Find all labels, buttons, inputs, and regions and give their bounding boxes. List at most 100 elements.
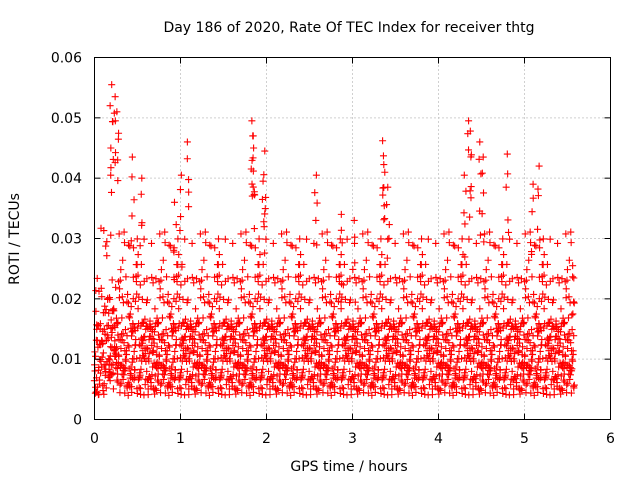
data-point bbox=[265, 345, 273, 353]
data-point bbox=[154, 331, 162, 339]
data-point bbox=[476, 138, 484, 146]
data-point bbox=[261, 205, 269, 213]
data-point bbox=[284, 273, 292, 281]
data-point bbox=[152, 386, 160, 394]
data-point bbox=[490, 391, 498, 399]
data-point bbox=[530, 290, 538, 298]
data-point bbox=[185, 203, 193, 211]
data-point bbox=[123, 298, 131, 306]
data-point bbox=[249, 303, 257, 311]
data-point bbox=[123, 347, 131, 355]
data-point bbox=[528, 250, 536, 258]
data-point bbox=[218, 281, 226, 289]
data-point bbox=[249, 167, 257, 175]
data-point bbox=[480, 238, 488, 246]
data-point bbox=[255, 355, 263, 363]
data-point bbox=[515, 346, 523, 354]
data-point bbox=[422, 260, 430, 268]
data-point bbox=[487, 326, 495, 334]
data-point bbox=[107, 144, 115, 152]
data-point bbox=[136, 371, 144, 379]
data-point bbox=[313, 339, 321, 347]
data-point bbox=[542, 371, 550, 379]
data-point bbox=[449, 241, 457, 249]
data-point bbox=[201, 228, 209, 236]
data-point bbox=[91, 389, 99, 397]
data-point bbox=[385, 234, 393, 242]
data-point bbox=[451, 310, 459, 318]
data-point bbox=[509, 296, 517, 304]
data-point bbox=[115, 278, 123, 286]
data-point bbox=[316, 343, 324, 351]
data-point bbox=[100, 390, 108, 398]
data-point bbox=[283, 228, 291, 236]
data-point bbox=[225, 345, 233, 353]
data-point bbox=[525, 256, 533, 264]
data-point bbox=[261, 210, 269, 218]
data-point bbox=[202, 239, 210, 247]
data-point bbox=[176, 186, 184, 194]
data-point bbox=[371, 388, 379, 396]
data-point bbox=[278, 230, 286, 238]
data-point bbox=[177, 281, 185, 289]
data-point bbox=[229, 371, 237, 379]
data-point bbox=[107, 171, 115, 179]
data-point bbox=[509, 345, 517, 353]
data-point bbox=[401, 266, 409, 274]
data-point bbox=[153, 343, 161, 351]
data-point bbox=[475, 339, 483, 347]
data-point bbox=[355, 385, 363, 393]
data-point bbox=[327, 391, 335, 399]
data-point bbox=[329, 314, 337, 322]
data-point bbox=[272, 339, 280, 347]
data-point bbox=[346, 275, 354, 283]
data-point bbox=[296, 235, 304, 243]
data-point bbox=[384, 183, 392, 191]
data-point bbox=[513, 239, 521, 247]
data-point bbox=[474, 346, 482, 354]
data-point bbox=[137, 190, 145, 198]
data-point bbox=[405, 239, 413, 247]
data-point bbox=[459, 271, 467, 279]
data-point bbox=[452, 371, 460, 379]
data-point bbox=[106, 356, 114, 364]
data-point bbox=[220, 295, 228, 303]
data-point bbox=[416, 336, 424, 344]
data-point bbox=[533, 303, 541, 311]
data-point bbox=[460, 384, 468, 392]
data-point bbox=[239, 336, 247, 344]
data-point bbox=[329, 369, 337, 377]
data-point bbox=[375, 297, 383, 305]
data-point bbox=[503, 150, 511, 158]
data-point bbox=[329, 242, 337, 250]
data-point bbox=[475, 155, 483, 163]
data-point bbox=[126, 242, 134, 250]
data-point bbox=[388, 357, 396, 365]
y-tick-label: 0.03 bbox=[51, 232, 82, 248]
data-point bbox=[249, 363, 257, 371]
data-point bbox=[299, 371, 307, 379]
data-point bbox=[343, 235, 351, 243]
data-point bbox=[319, 285, 327, 293]
data-point bbox=[203, 273, 211, 281]
data-point bbox=[425, 381, 433, 389]
data-point bbox=[513, 273, 521, 281]
data-point bbox=[135, 384, 143, 392]
data-point bbox=[337, 298, 345, 306]
data-point bbox=[489, 341, 497, 349]
data-point bbox=[442, 266, 450, 274]
data-point bbox=[526, 364, 534, 372]
data-point bbox=[440, 230, 448, 238]
data-point bbox=[240, 314, 248, 322]
data-point bbox=[265, 344, 273, 352]
data-point bbox=[567, 364, 575, 372]
data-point bbox=[98, 293, 106, 301]
data-point bbox=[524, 314, 532, 322]
data-point bbox=[324, 326, 332, 334]
data-point bbox=[379, 374, 387, 382]
data-point bbox=[310, 371, 318, 379]
data-point bbox=[530, 391, 538, 399]
data-point bbox=[299, 281, 307, 289]
data-point bbox=[92, 352, 100, 360]
data-point bbox=[455, 323, 463, 331]
